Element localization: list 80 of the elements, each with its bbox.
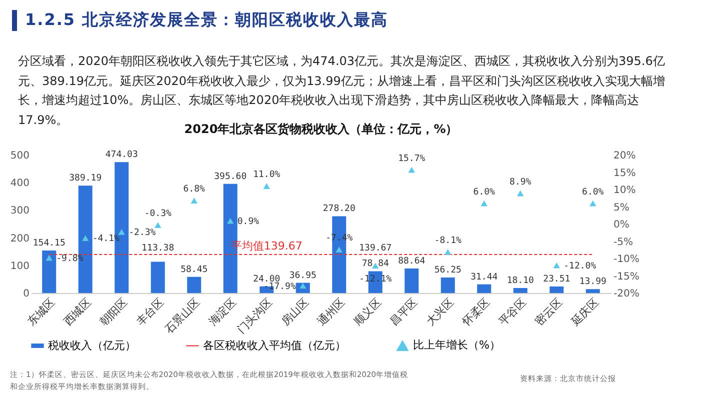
- data-label: 6.0%: [473, 187, 496, 198]
- y-tick-label: 500: [10, 150, 30, 162]
- y-tick-label: 300: [10, 206, 30, 217]
- y-tick-label: 200: [10, 233, 30, 244]
- legend-label: 税收收入（亿元）: [48, 338, 136, 352]
- data-label: 13.99: [579, 277, 606, 288]
- point: [118, 229, 125, 235]
- data-label: 389.19: [69, 174, 102, 184]
- data-label: 15.7%: [398, 154, 426, 164]
- x-tick-label: 密云区: [532, 296, 566, 328]
- x-tick-label: 朝阳区: [98, 296, 130, 328]
- point: [444, 249, 452, 255]
- point: [408, 166, 415, 173]
- data-label: 88.64: [398, 256, 426, 267]
- point: [590, 200, 596, 206]
- x-tick-label: 通州区: [315, 296, 348, 328]
- y-tick-label: 100: [10, 260, 30, 272]
- y2-tick-label: 5%: [614, 202, 630, 214]
- y2-tick-label: 0%: [614, 220, 630, 230]
- y2-tick-label: -20%: [614, 288, 640, 300]
- data-label: -0.3%: [144, 209, 172, 220]
- point: [480, 200, 488, 206]
- point: [154, 222, 162, 228]
- data-label: 58.45: [180, 264, 208, 275]
- data-label: 278.20: [322, 204, 356, 214]
- data-label: -17.9%: [263, 282, 296, 292]
- data-label: 0.9%: [237, 216, 260, 227]
- point: [46, 254, 52, 261]
- point: [227, 218, 234, 224]
- y2-tick-label: -10%: [614, 254, 640, 265]
- y-tick-label: 400: [10, 178, 30, 190]
- data-label: 154.15: [32, 238, 66, 248]
- data-label: -2.3%: [128, 228, 156, 238]
- bar: [42, 250, 56, 293]
- data-label: 139.67: [359, 243, 392, 254]
- legend-label: 比上年增长（%）: [413, 338, 500, 352]
- x-tick-label: 平谷区: [496, 296, 529, 328]
- text: 1.2.5 北京经济发展全景：朝阳区税收收入最高: [12, 10, 388, 31]
- x-tick-label: 大兴区: [424, 296, 456, 328]
- x-tick-label: 顺义区: [351, 296, 384, 328]
- bar: [550, 286, 564, 293]
- y2-tick-label: 20%: [614, 150, 636, 162]
- data-label: 18.10: [506, 276, 534, 286]
- point: [553, 262, 560, 268]
- legend-label: 各区税收收入平均值（亿元）: [203, 338, 346, 352]
- data-label: 8.9%: [510, 177, 532, 188]
- x-tick-label: 延庆区: [568, 296, 602, 330]
- bar: [440, 277, 455, 293]
- data-label: -8.1%: [434, 236, 462, 246]
- point: [517, 190, 524, 196]
- data-label: 31.44: [470, 272, 498, 282]
- data-label: 78.84: [362, 259, 389, 270]
- data-label: 6.8%: [183, 184, 206, 195]
- y2-tick-label: -5%: [614, 236, 633, 248]
- x-tick-label: 西城区: [61, 296, 94, 328]
- bar: [187, 276, 202, 293]
- point: [336, 246, 342, 252]
- point: [263, 183, 270, 189]
- data-label: 23.51: [543, 274, 570, 285]
- bar: [477, 284, 492, 293]
- data-label: 6.0%: [582, 187, 604, 198]
- data-label: 474.03: [105, 150, 138, 160]
- bar: [150, 262, 165, 293]
- y2-tick-label: 10%: [614, 185, 636, 196]
- bar: [586, 289, 600, 293]
- y2-tick-label: -15%: [614, 271, 640, 282]
- bar: [404, 268, 419, 293]
- data-label: 56.25: [434, 265, 462, 276]
- x-tick-label: 怀柔区: [459, 296, 493, 330]
- x-tick-label: 房山区: [278, 296, 312, 328]
- data-label: 36.95: [289, 270, 316, 281]
- data-label: 395.60: [214, 172, 247, 182]
- data-label: 113.38: [142, 243, 174, 254]
- data-label: -12.0%: [564, 261, 597, 272]
- point: [82, 235, 89, 242]
- y2-tick-label: 15%: [614, 168, 636, 179]
- point: [190, 198, 198, 204]
- data-label: 11.0%: [253, 170, 281, 180]
- bar: [513, 288, 528, 293]
- x-tick-label: 昌平区: [388, 296, 420, 328]
